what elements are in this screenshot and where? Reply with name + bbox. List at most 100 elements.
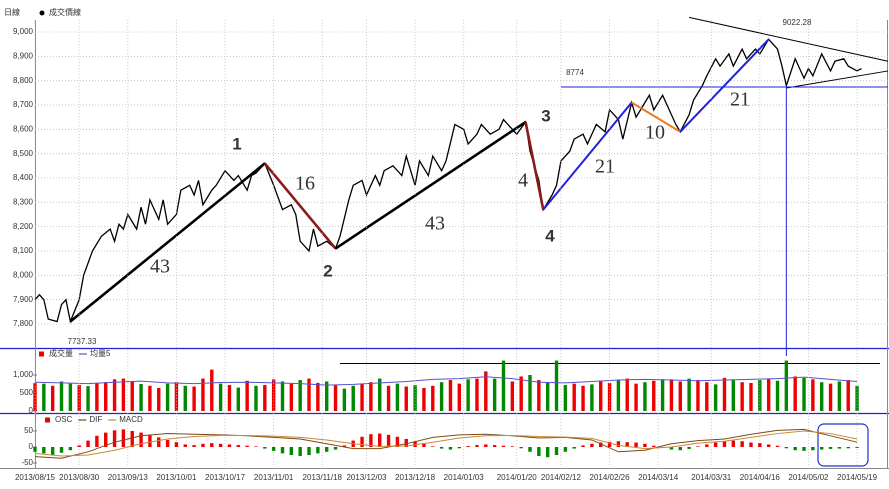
x-tick-label: 2013/12/03 bbox=[346, 473, 387, 482]
bar bbox=[42, 447, 46, 454]
bar bbox=[431, 446, 435, 447]
x-tick-label: 2013/08/30 bbox=[59, 473, 100, 482]
bar bbox=[705, 382, 709, 411]
trend-line bbox=[786, 70, 889, 89]
bar bbox=[386, 385, 391, 411]
bar bbox=[793, 447, 797, 451]
bar bbox=[678, 447, 682, 451]
bar bbox=[484, 371, 488, 411]
bar bbox=[643, 382, 647, 411]
x-tick-label: 2014/03/31 bbox=[691, 473, 732, 482]
bar bbox=[254, 446, 258, 447]
bar bbox=[510, 446, 515, 447]
bar bbox=[218, 443, 223, 447]
bar bbox=[298, 380, 302, 411]
bar bbox=[422, 387, 426, 411]
bar bbox=[280, 447, 285, 454]
x-tick-label: 2013/10/17 bbox=[205, 473, 246, 482]
bar bbox=[289, 383, 294, 411]
bar bbox=[811, 447, 815, 451]
bar bbox=[828, 383, 833, 411]
bar bbox=[360, 383, 364, 411]
bar bbox=[59, 447, 64, 453]
bar bbox=[148, 385, 152, 411]
y-tick-label: 8,700 bbox=[13, 100, 34, 109]
bar bbox=[404, 439, 408, 447]
y-tick-label: 8,800 bbox=[13, 76, 34, 85]
bar bbox=[121, 378, 126, 411]
x-tick-label: 2013/08/15 bbox=[15, 473, 56, 482]
bar bbox=[625, 378, 629, 411]
bar bbox=[537, 447, 541, 456]
x-tick-label: 2013/12/18 bbox=[395, 473, 436, 482]
bar bbox=[112, 379, 117, 411]
bar bbox=[554, 447, 559, 455]
bar bbox=[545, 382, 550, 411]
bar bbox=[210, 369, 214, 411]
bar bbox=[669, 447, 674, 450]
legend-label: DIF bbox=[89, 415, 102, 424]
y-tick-label: 500 bbox=[20, 388, 34, 397]
y-tick-label: 8,600 bbox=[13, 124, 34, 133]
annotation: 8774 bbox=[566, 68, 584, 77]
bar bbox=[174, 382, 179, 411]
annotation: 7737.33 bbox=[68, 337, 97, 346]
annotation: 4 bbox=[518, 170, 528, 192]
bar bbox=[634, 383, 638, 411]
bar bbox=[820, 382, 824, 411]
bar bbox=[316, 447, 320, 454]
bar bbox=[687, 378, 691, 411]
bar bbox=[643, 443, 647, 447]
legend-label: 成交量 bbox=[49, 348, 73, 358]
bar bbox=[360, 436, 364, 447]
bar bbox=[210, 443, 214, 447]
bar bbox=[466, 379, 470, 411]
bar bbox=[740, 382, 744, 411]
bar bbox=[201, 378, 205, 411]
y-tick-label: 7,800 bbox=[13, 319, 34, 328]
legend-marker bbox=[45, 417, 50, 423]
bar bbox=[192, 386, 196, 411]
bar bbox=[68, 447, 73, 451]
legend-marker bbox=[39, 10, 45, 16]
bar bbox=[42, 383, 46, 411]
bar bbox=[599, 381, 603, 411]
bar bbox=[678, 381, 682, 411]
bar bbox=[793, 376, 797, 411]
bar bbox=[811, 379, 815, 411]
bar bbox=[634, 442, 638, 447]
bar bbox=[33, 447, 37, 452]
bar bbox=[439, 382, 444, 411]
bar bbox=[669, 379, 674, 411]
bar bbox=[316, 382, 320, 411]
y-tick-label: 50 bbox=[24, 426, 33, 435]
bar bbox=[713, 384, 718, 411]
bar bbox=[174, 442, 179, 447]
bar bbox=[607, 382, 612, 411]
bar bbox=[846, 380, 850, 411]
bar bbox=[457, 383, 461, 411]
legend-label: 成交價線 bbox=[49, 7, 81, 17]
trend-line bbox=[689, 16, 889, 62]
bar bbox=[457, 447, 461, 449]
bar bbox=[130, 431, 134, 447]
bar bbox=[758, 443, 762, 447]
y-tick-label: 7,900 bbox=[13, 295, 34, 304]
x-tick-label: 2013/09/13 bbox=[108, 473, 149, 482]
bar bbox=[157, 387, 161, 411]
bar bbox=[271, 447, 276, 451]
bar bbox=[722, 441, 727, 447]
bar bbox=[130, 381, 134, 411]
bar bbox=[713, 442, 718, 447]
bar bbox=[112, 430, 117, 447]
y-tick-label: 8,200 bbox=[13, 222, 34, 231]
chart-title: 日線 bbox=[4, 7, 20, 17]
bar bbox=[95, 382, 99, 411]
annotation: 10 bbox=[645, 122, 665, 144]
bar bbox=[572, 383, 576, 411]
bar bbox=[802, 447, 806, 451]
bar bbox=[828, 447, 833, 449]
bar bbox=[590, 384, 594, 411]
bar bbox=[475, 378, 479, 411]
